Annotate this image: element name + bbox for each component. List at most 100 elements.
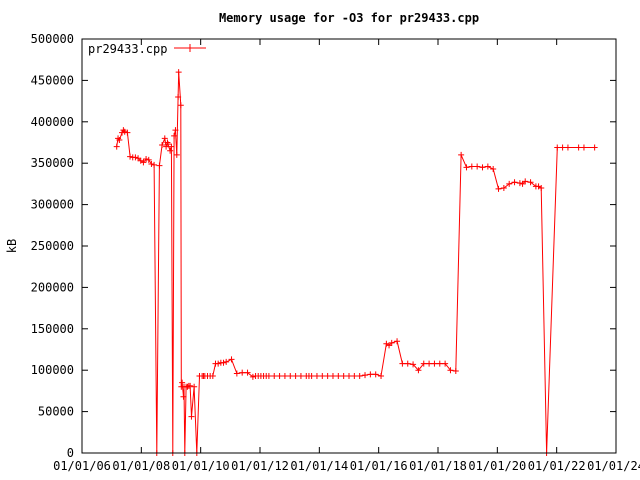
data-point xyxy=(415,367,422,374)
data-point xyxy=(233,370,240,377)
x-tick-label: 01/01/08 xyxy=(112,459,170,473)
data-point xyxy=(172,127,179,134)
data-point xyxy=(132,154,139,161)
x-tick-label: 01/01/22 xyxy=(528,459,586,473)
data-point xyxy=(351,372,358,379)
data-point xyxy=(484,163,491,170)
data-point xyxy=(447,367,454,374)
series-layer xyxy=(113,69,598,456)
data-point xyxy=(191,383,198,390)
x-tick-label: 01/01/14 xyxy=(290,459,348,473)
data-point xyxy=(575,144,582,151)
data-point xyxy=(522,178,529,185)
data-point xyxy=(378,372,385,379)
data-point xyxy=(271,372,278,379)
data-point xyxy=(564,144,571,151)
data-point xyxy=(156,162,163,169)
data-point xyxy=(436,360,443,367)
data-point xyxy=(175,69,182,76)
data-point xyxy=(177,102,184,109)
data-point xyxy=(220,359,227,366)
data-point xyxy=(313,372,320,379)
data-point xyxy=(506,180,513,187)
plot-frame xyxy=(81,38,617,454)
data-point xyxy=(463,164,470,171)
series-line xyxy=(116,72,595,454)
y-axis-label: kB xyxy=(5,239,19,253)
data-point xyxy=(500,185,507,192)
data-point xyxy=(329,372,336,379)
data-point xyxy=(410,361,417,368)
data-point xyxy=(113,143,120,150)
x-tick-label: 01/01/12 xyxy=(231,459,289,473)
data-point xyxy=(239,369,246,376)
data-point xyxy=(388,339,395,346)
data-point xyxy=(223,358,230,365)
y-tick-label: 50000 xyxy=(38,405,74,419)
x-tick-label: 01/01/06 xyxy=(53,459,111,473)
data-point xyxy=(297,372,304,379)
data-point xyxy=(399,360,406,367)
data-point xyxy=(287,372,294,379)
y-tick-label: 150000 xyxy=(31,322,74,336)
data-point xyxy=(468,163,475,170)
data-point xyxy=(161,135,168,142)
data-point xyxy=(580,144,587,151)
x-tick-label: 01/01/20 xyxy=(468,459,526,473)
legend-label: pr29433.cpp xyxy=(88,42,167,56)
x-tick-label: 01/01/16 xyxy=(350,459,408,473)
y-tick-label: 200000 xyxy=(31,280,74,294)
data-point xyxy=(159,141,166,148)
data-point xyxy=(148,161,155,168)
data-point xyxy=(442,360,449,367)
data-point xyxy=(175,93,182,100)
data-point xyxy=(187,382,194,389)
axis-ticks: 0 50000 100000 150000 200000 250000 300000 3500… xyxy=(31,32,640,473)
data-point xyxy=(346,372,352,379)
x-tick-label: 01/01/18 xyxy=(409,459,467,473)
data-point xyxy=(335,372,342,379)
y-tick-label: 400000 xyxy=(31,115,74,129)
data-point xyxy=(140,159,147,166)
data-point xyxy=(145,156,152,163)
data-point xyxy=(168,143,175,150)
data-point xyxy=(559,144,566,151)
x-tick-label: 01/01/24 xyxy=(587,459,640,473)
data-point xyxy=(431,360,438,367)
data-point xyxy=(184,383,191,390)
data-point xyxy=(265,372,272,379)
data-point xyxy=(538,185,545,192)
data-point xyxy=(516,180,523,187)
data-point xyxy=(495,185,502,192)
data-point xyxy=(356,372,363,379)
y-tick-label: 350000 xyxy=(31,156,74,170)
data-point xyxy=(249,373,256,380)
data-point xyxy=(151,161,158,168)
legend: pr29433.cpp xyxy=(88,42,206,56)
data-point xyxy=(324,372,331,379)
data-point xyxy=(209,372,216,379)
data-point xyxy=(116,137,123,144)
data-point xyxy=(511,179,518,186)
data-point xyxy=(340,372,347,379)
data-point xyxy=(591,144,598,151)
data-point xyxy=(404,360,411,367)
data-point xyxy=(124,129,131,136)
y-tick-label: 0 xyxy=(67,446,74,460)
data-point xyxy=(426,360,433,367)
data-point xyxy=(420,360,427,367)
data-point xyxy=(527,179,534,186)
data-point xyxy=(319,372,326,379)
data-point xyxy=(143,156,150,163)
data-point xyxy=(474,163,481,170)
data-point xyxy=(362,372,369,379)
legend-marker xyxy=(186,44,194,52)
data-point xyxy=(171,132,178,139)
data-point xyxy=(372,371,379,378)
y-tick-label: 300000 xyxy=(31,198,74,212)
data-point xyxy=(228,356,235,363)
x-tick-label: 01/01/10 xyxy=(172,459,230,473)
y-tick-label: 500000 xyxy=(31,32,74,46)
y-tick-label: 100000 xyxy=(31,363,74,377)
